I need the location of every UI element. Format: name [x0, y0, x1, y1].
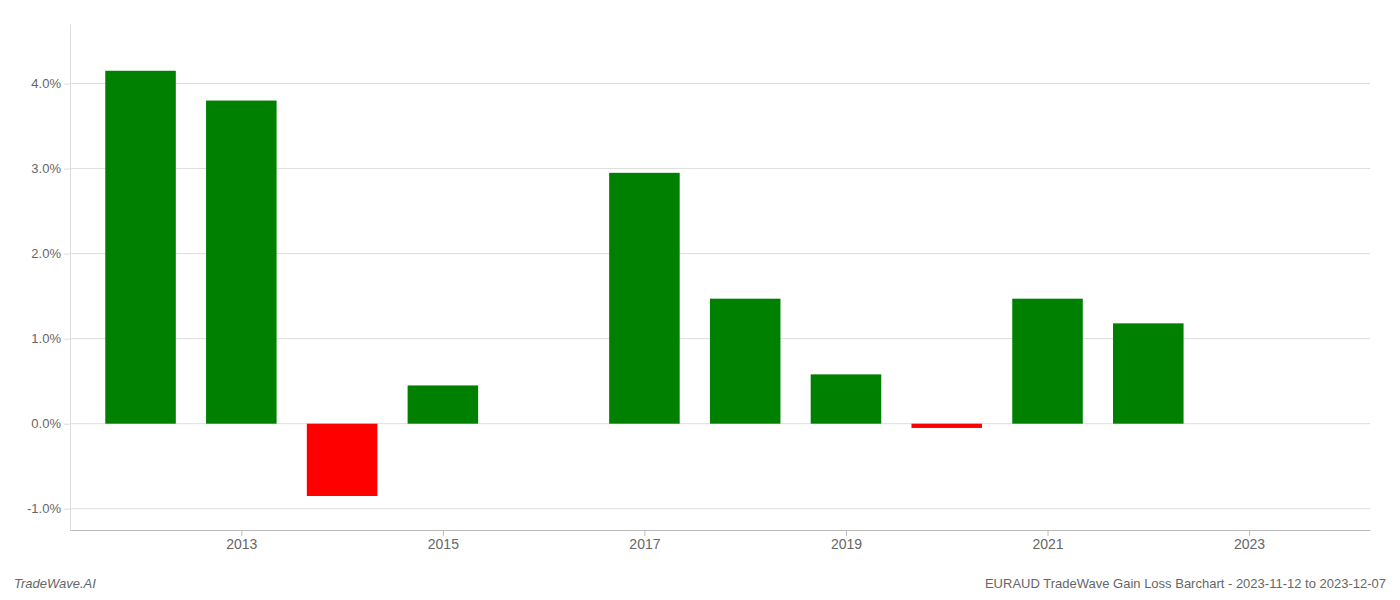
y-tick-mark [64, 169, 70, 170]
bar [206, 101, 277, 424]
grid [70, 84, 1370, 509]
x-tick-label: 2013 [226, 536, 257, 552]
grid-line [70, 83, 1370, 84]
x-tick-label: 2017 [629, 536, 660, 552]
x-tick-label: 2015 [428, 536, 459, 552]
x-axis: 2013 2015 2017 2019 2021 2023 [71, 530, 1371, 552]
x-tick: 2021 [1032, 530, 1063, 552]
y-tick-label: 2.0% [31, 246, 61, 261]
x-tick: 2013 [226, 530, 257, 552]
y-tick-mark [64, 254, 70, 255]
bar [911, 424, 982, 428]
y-tick-label: 1.0% [31, 331, 61, 346]
y-tick-mark [64, 339, 70, 340]
bar [1012, 299, 1083, 424]
y-tick: 3.0% [31, 161, 70, 176]
bar [307, 424, 378, 496]
chart: -1.0%0.0%1.0%2.0%3.0%4.0%201320152017201… [0, 0, 1400, 600]
bar [508, 423, 579, 424]
bar [1113, 323, 1184, 423]
y-tick-mark [64, 84, 70, 85]
x-axis-line [71, 530, 1371, 531]
y-tick-label: 4.0% [31, 76, 61, 91]
y-tick-label: -1.0% [27, 501, 61, 516]
y-tick: 1.0% [31, 331, 70, 346]
x-tick: 2015 [428, 530, 459, 552]
x-tick: 2019 [831, 530, 862, 552]
y-axis: -1.0% 0.0% 1.0% 2.0% 3.0% 4.0% [27, 25, 70, 531]
x-tick-label: 2019 [831, 536, 862, 552]
footer-left: TradeWave.AI [14, 576, 96, 591]
y-tick: 0.0% [31, 416, 70, 431]
y-tick-label: 3.0% [31, 161, 61, 176]
y-tick: -1.0% [27, 501, 70, 516]
y-tick-mark [64, 509, 70, 510]
bar [408, 385, 479, 423]
bar [811, 374, 882, 423]
y-tick-mark [64, 424, 70, 425]
footer-right: EURAUD TradeWave Gain Loss Barchart - 20… [985, 576, 1386, 591]
grid-line [70, 508, 1370, 509]
x-tick: 2017 [629, 530, 660, 552]
x-tick-label: 2023 [1234, 536, 1265, 552]
y-tick-label: 0.0% [31, 416, 61, 431]
x-tick: 2023 [1234, 530, 1265, 552]
bar [105, 71, 176, 424]
bar [609, 173, 680, 424]
bar [710, 299, 781, 424]
x-tick-label: 2021 [1032, 536, 1063, 552]
y-tick: 4.0% [31, 76, 70, 91]
y-tick: 2.0% [31, 246, 70, 261]
y-axis-line [70, 25, 71, 531]
bars [105, 71, 1183, 496]
